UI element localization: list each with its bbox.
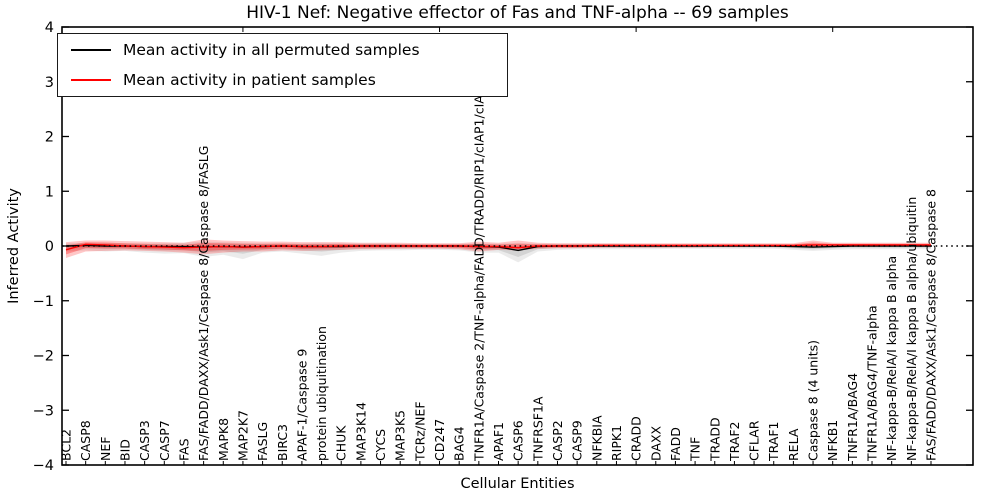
svg-text:FAS/FADD/DAXX/Ask1/Caspase 8/C: FAS/FADD/DAXX/Ask1/Caspase 8/Caspase 8/F… [196,146,211,461]
svg-text:CASP2: CASP2 [550,420,565,461]
svg-text:−1: −1 [33,294,54,310]
svg-text:CASP8: CASP8 [78,420,93,461]
svg-text:−3: −3 [33,403,54,419]
svg-text:MAPK8: MAPK8 [216,418,231,461]
svg-text:TNFR1A/BAG4/TNF-alpha: TNFR1A/BAG4/TNF-alpha [865,305,880,462]
chart-title: HIV-1 Nef: Negative effector of Fas and … [246,3,789,23]
legend-entry-patient: Mean activity in patient samples [58,71,507,89]
svg-text:NF-kappa-B/RelA/I kappa B alph: NF-kappa-B/RelA/I kappa B alpha/ubiquiti… [904,197,919,461]
svg-text:BCL2: BCL2 [59,429,74,461]
x-category-labels: BCL2 CASP8 NEF BID CASP3 CASP7 FAS FAS/FADD/DAX… [59,36,939,462]
svg-text:NFKB1: NFKB1 [825,420,840,461]
svg-text:FAS/FADD/DAXX/Ask1/Caspase 8/C: FAS/FADD/DAXX/Ask1/Caspase 8/Caspase 8 [924,189,939,461]
svg-text:CASP9: CASP9 [570,420,585,461]
svg-text:TNF: TNF [688,437,703,462]
legend-label: Mean activity in all permuted samples [123,41,420,59]
svg-text:NEF: NEF [98,437,113,461]
y-axis-label: Inferred Activity [6,188,22,304]
svg-text:MAP3K5: MAP3K5 [393,410,408,461]
svg-text:TCRz/NEF: TCRz/NEF [412,401,427,462]
svg-text:FADD: FADD [668,427,683,461]
svg-text:NFKBIA: NFKBIA [589,415,604,461]
svg-text:2: 2 [45,130,54,146]
svg-text:APAF-1/Caspase 9: APAF-1/Caspase 9 [294,349,309,461]
legend-entry-permuted: Mean activity in all permuted samples [58,41,507,59]
svg-text:BID: BID [117,439,132,461]
svg-text:FASLG: FASLG [255,422,270,461]
svg-text:BIRC3: BIRC3 [275,424,290,461]
svg-text:−2: −2 [33,349,54,365]
svg-text:RELA: RELA [786,428,801,461]
svg-text:TNFR1A/Caspase 2/TNF-alpha/FAD: TNFR1A/Caspase 2/TNF-alpha/FADD/TRADD/RI… [471,36,486,462]
svg-text:FAS: FAS [176,438,191,461]
svg-text:TRAF2: TRAF2 [727,421,742,462]
svg-text:4: 4 [45,20,54,36]
svg-text:CASP7: CASP7 [157,420,172,461]
svg-text:DAXX: DAXX [648,425,663,461]
y-tick-labels: 4 3 2 1 0 −1 −2 −3 −4 [33,20,54,474]
red-line-icon [71,79,111,81]
black-line-icon [71,49,111,51]
legend-label: Mean activity in patient samples [123,71,376,89]
svg-text:RIPK1: RIPK1 [609,425,624,461]
band-series-0 [66,241,931,263]
svg-text:TNFR1A/BAG4: TNFR1A/BAG4 [845,373,860,462]
svg-text:CRADD: CRADD [629,416,644,461]
svg-text:CD247: CD247 [432,419,447,461]
svg-text:0: 0 [45,239,54,255]
svg-text:TRADD: TRADD [707,417,722,462]
svg-text:CYCS: CYCS [373,429,388,461]
svg-text:NF-kappa-B/RelA/I kappa B alph: NF-kappa-B/RelA/I kappa B alpha [884,256,899,461]
svg-text:TNFRSF1A: TNFRSF1A [530,396,545,462]
svg-text:CFLAR: CFLAR [747,420,762,461]
svg-text:1: 1 [45,184,54,200]
svg-text:3: 3 [45,75,54,91]
svg-text:CASP3: CASP3 [137,420,152,461]
x-axis-ticks [65,27,932,465]
svg-text:TRAF1: TRAF1 [766,421,781,462]
svg-text:MAP3K14: MAP3K14 [353,402,368,461]
mean-line-series-1 [65,243,931,251]
legend: Mean activity in all permuted samples Me… [57,33,508,97]
svg-text:CASP6: CASP6 [511,420,526,461]
svg-text:BAG4: BAG4 [452,426,467,461]
svg-text:MAP2K7: MAP2K7 [235,410,250,461]
x-axis-label: Cellular Entities [460,476,575,492]
svg-text:APAF1: APAF1 [491,422,506,461]
svg-text:Caspase 8 (4 units): Caspase 8 (4 units) [806,340,821,461]
svg-text:protein ubiquitination: protein ubiquitination [314,326,329,461]
svg-text:−4: −4 [33,458,54,474]
svg-text:CHUK: CHUK [334,425,349,461]
